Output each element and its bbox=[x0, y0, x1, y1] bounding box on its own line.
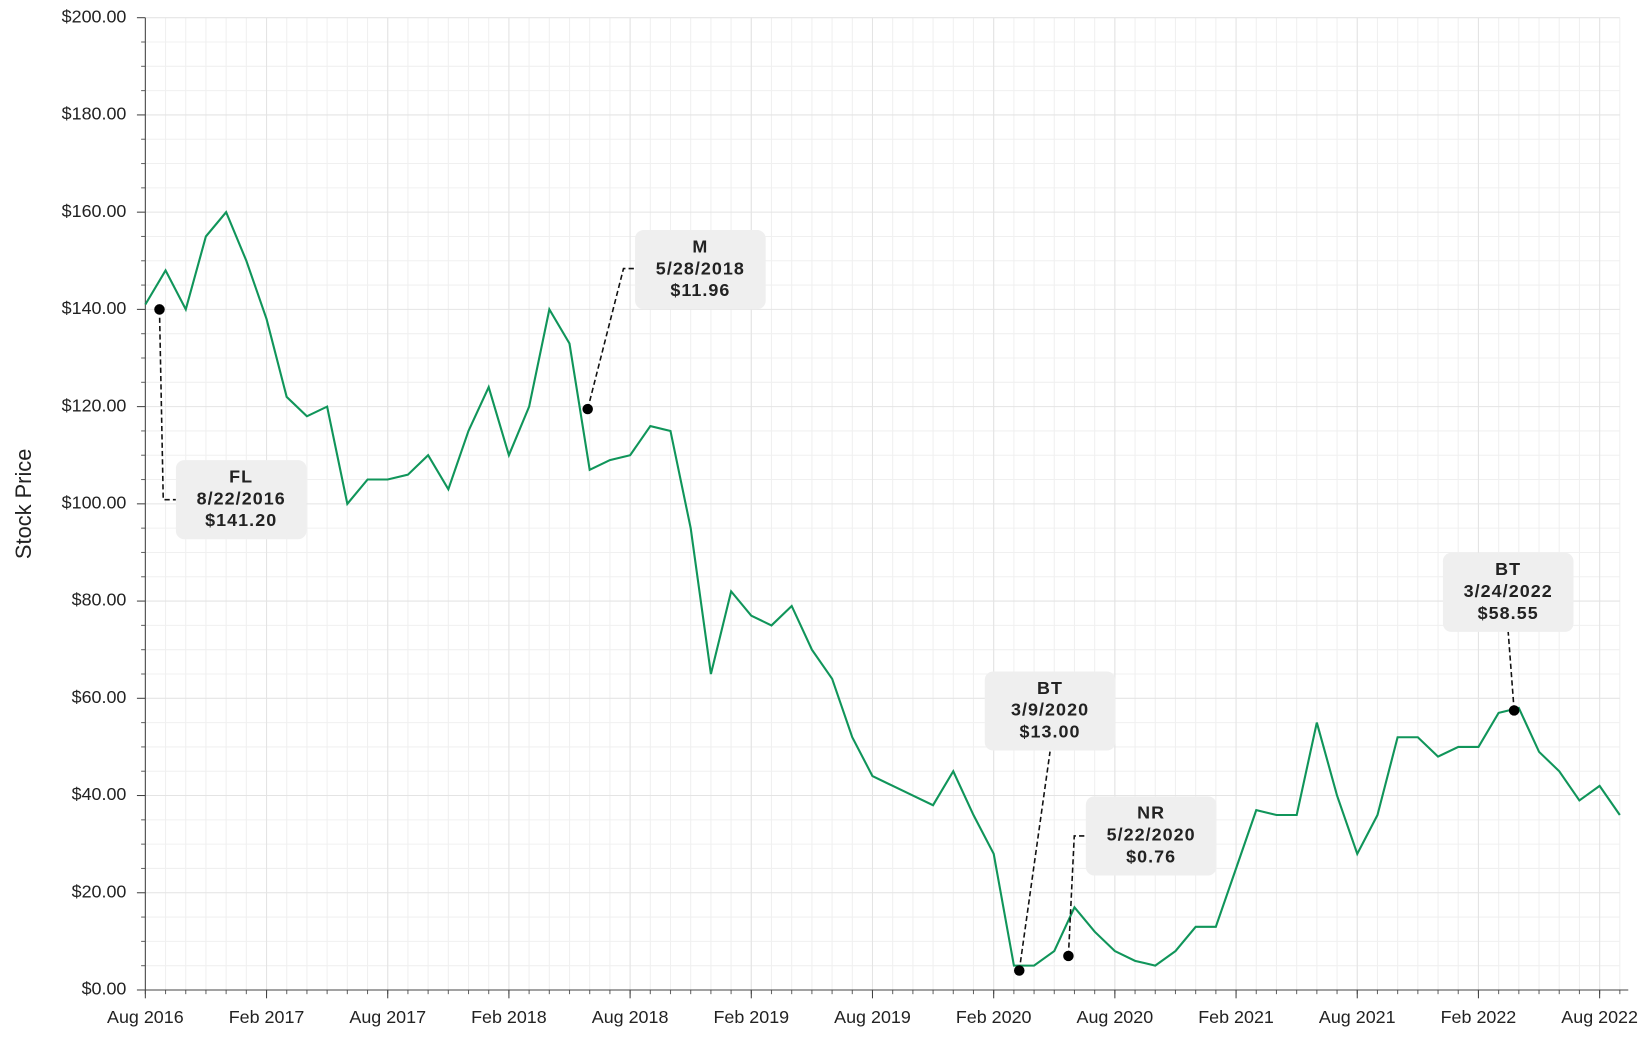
y-tick-label: $120.00 bbox=[62, 395, 127, 415]
annotation-text: $13.00 bbox=[1020, 722, 1081, 742]
annotation-point bbox=[1013, 965, 1025, 976]
annotation-text: 3/9/2020 bbox=[1011, 700, 1089, 720]
x-tick-label: Aug 2016 bbox=[107, 1007, 184, 1027]
leader-line bbox=[1067, 835, 1087, 956]
annotation-text: $0.76 bbox=[1126, 847, 1176, 867]
annotation-point bbox=[154, 304, 165, 315]
annotation-point bbox=[1063, 950, 1074, 962]
x-tick-label: Aug 2018 bbox=[592, 1007, 669, 1027]
leader-line bbox=[586, 267, 636, 410]
annotation-box bbox=[635, 230, 766, 310]
y-axis-label: Stock Price bbox=[11, 449, 36, 559]
annotation: BT3/24/2022$58.55 bbox=[1442, 552, 1574, 716]
annotation: BT3/9/2020$13.00 bbox=[984, 671, 1116, 976]
annotation-text: M bbox=[692, 237, 708, 257]
annotation-text: NR bbox=[1137, 803, 1165, 823]
x-tick-label: Feb 2018 bbox=[471, 1007, 547, 1027]
leader-line bbox=[158, 309, 176, 501]
y-tick-label: $80.00 bbox=[72, 590, 127, 610]
annotation-text: $141.20 bbox=[205, 510, 277, 530]
x-tick-label: Feb 2019 bbox=[713, 1007, 789, 1027]
x-tick-label: Aug 2020 bbox=[1077, 1007, 1154, 1027]
x-tick-label: Aug 2021 bbox=[1319, 1007, 1396, 1027]
grid bbox=[144, 17, 1621, 991]
y-tick-label: $0.00 bbox=[82, 979, 127, 999]
y-tick-label: $140.00 bbox=[62, 298, 127, 318]
annotation: NR5/22/2020$0.76 bbox=[1063, 796, 1217, 962]
y-tick-label: $40.00 bbox=[72, 784, 127, 804]
x-tick-label: Aug 2019 bbox=[834, 1007, 911, 1027]
annotation-point bbox=[582, 403, 593, 415]
annotation-text: BT bbox=[1037, 678, 1063, 698]
x-tick-label: Aug 2022 bbox=[1561, 1007, 1638, 1027]
price-line bbox=[144, 210, 1621, 967]
annotation: FL8/22/2016$141.20 bbox=[154, 304, 307, 540]
x-tick-label: Aug 2017 bbox=[349, 1007, 426, 1027]
leader-line bbox=[1507, 631, 1515, 711]
annotation-text: 5/28/2018 bbox=[656, 258, 745, 278]
x-tick-label: Feb 2020 bbox=[956, 1007, 1032, 1027]
y-tick-label: $180.00 bbox=[62, 104, 127, 124]
y-tick-label: $20.00 bbox=[72, 882, 127, 902]
y-tick-label: $160.00 bbox=[62, 201, 127, 221]
annotation-text: $11.96 bbox=[670, 280, 730, 300]
x-tick-label: Feb 2017 bbox=[229, 1007, 305, 1027]
annotation-box bbox=[1085, 796, 1217, 876]
annotation-box bbox=[984, 671, 1116, 751]
leader-line bbox=[1018, 751, 1051, 971]
annotation-box bbox=[1442, 552, 1574, 632]
annotation: M5/28/2018$11.96 bbox=[582, 230, 766, 415]
annotation-text: $58.55 bbox=[1478, 603, 1539, 623]
x-tick-label: Feb 2021 bbox=[1198, 1007, 1274, 1027]
annotation-text: 8/22/2016 bbox=[197, 488, 286, 508]
annotation-point bbox=[1508, 705, 1520, 716]
annotation-text: FL bbox=[229, 467, 253, 487]
annotation-text: BT bbox=[1495, 559, 1521, 579]
y-tick-label: $200.00 bbox=[62, 6, 127, 26]
annotation-text: 5/22/2020 bbox=[1107, 825, 1196, 845]
annotation-text: 3/24/2022 bbox=[1464, 581, 1553, 601]
annotation-box bbox=[175, 460, 307, 540]
y-tick-label: $60.00 bbox=[72, 687, 127, 707]
x-tick-label: Feb 2022 bbox=[1441, 1007, 1517, 1027]
y-tick-label: $100.00 bbox=[62, 493, 127, 513]
